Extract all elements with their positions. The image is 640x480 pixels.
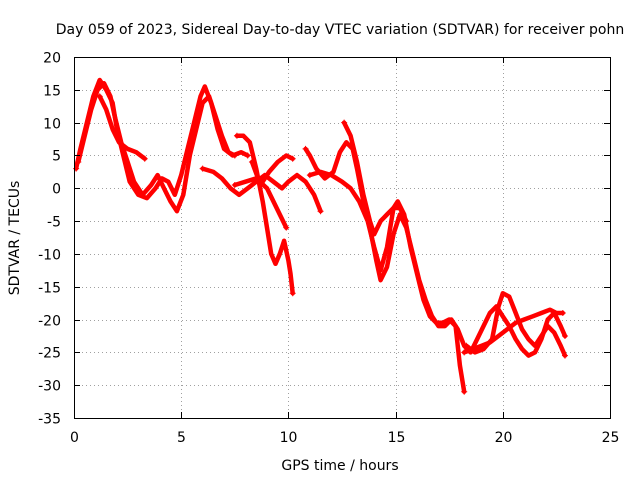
y-axis-label: SDTVAR / TECUs	[7, 181, 23, 296]
y-tick-label: 20	[43, 51, 61, 67]
plus-marker	[244, 152, 251, 159]
series-5	[231, 176, 290, 231]
series-line	[464, 291, 568, 358]
series-line	[234, 133, 295, 296]
plus-marker	[403, 218, 410, 225]
y-tick-label: -25	[38, 346, 61, 362]
plus-marker	[283, 224, 290, 231]
series-line	[307, 169, 467, 394]
y-tick-label: -15	[38, 281, 61, 297]
series-7	[248, 153, 296, 188]
series-3	[96, 93, 148, 162]
plus-marker	[96, 93, 103, 100]
x-tick-label: 15	[388, 430, 406, 446]
series-9	[306, 169, 468, 395]
plus-marker	[463, 342, 470, 349]
plus-marker	[559, 309, 566, 316]
y-tick-label: -20	[38, 314, 61, 330]
series-line	[97, 94, 148, 161]
plus-marker	[75, 159, 82, 166]
y-tick-label: -5	[47, 215, 61, 231]
x-tick-label: 0	[70, 430, 79, 446]
series-line	[341, 120, 409, 237]
series-2	[75, 81, 238, 214]
plus-marker	[141, 155, 148, 162]
chart-title: Day 059 of 2023, Sidereal Day-to-day VTE…	[56, 22, 624, 38]
series-line	[76, 81, 238, 214]
series-6	[233, 132, 296, 297]
series-10	[341, 119, 410, 237]
y-tick-label: -30	[38, 379, 61, 395]
data-series	[73, 77, 568, 395]
plus-marker	[231, 152, 238, 159]
x-tick-label: 10	[280, 430, 298, 446]
series-11	[461, 307, 566, 356]
y-tick-label: 5	[52, 149, 61, 165]
plus-marker	[199, 165, 206, 172]
plus-marker	[302, 145, 309, 152]
x-tick-label: 20	[495, 430, 513, 446]
x-tick-label: 25	[602, 430, 620, 446]
series-12	[463, 291, 568, 359]
tick-labels: 0 5 10 15 20 25 -35 -30 -25 -20 -15 -10 -5 0 5 10 15 20	[38, 51, 619, 447]
plus-marker	[561, 332, 568, 339]
plus-marker	[289, 290, 296, 297]
series-line	[461, 307, 566, 355]
x-axis-label: GPS time / hours	[281, 458, 398, 474]
plus-marker	[561, 352, 568, 359]
y-tick-label: 15	[43, 84, 61, 100]
plot-frame	[74, 57, 611, 419]
plus-marker	[233, 132, 240, 139]
plus-marker	[306, 172, 313, 179]
grid-lines	[74, 57, 610, 418]
y-tick-label: 10	[43, 117, 61, 133]
y-tick-label: -35	[38, 412, 61, 428]
x-tick-label: 5	[177, 430, 186, 446]
plus-marker	[341, 119, 348, 126]
plus-marker	[317, 208, 324, 215]
axis-ticks	[74, 57, 611, 419]
plus-marker	[231, 181, 238, 188]
plus-marker	[461, 349, 468, 356]
series-line	[249, 153, 295, 188]
plus-marker	[248, 159, 255, 166]
plus-marker	[289, 155, 296, 162]
y-tick-label: 0	[52, 182, 61, 198]
series-line	[232, 176, 289, 230]
plus-marker	[461, 388, 468, 395]
y-tick-label: -10	[38, 248, 61, 264]
